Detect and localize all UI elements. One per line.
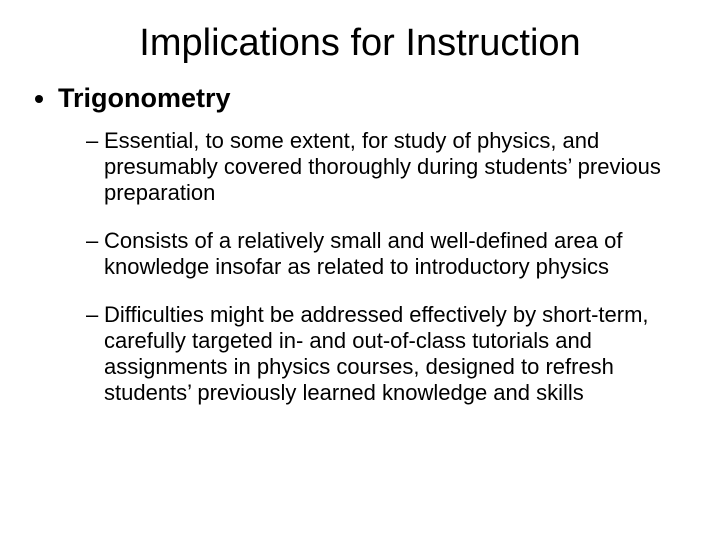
bullet-list-level1: Trigonometry Essential, to some extent, … — [36, 83, 680, 406]
bullet-list-level2: Essential, to some extent, for study of … — [58, 128, 680, 406]
bullet-level2-item: Difficulties might be addressed effectiv… — [86, 302, 680, 406]
bullet-level2-text: Difficulties might be addressed effectiv… — [104, 302, 649, 405]
bullet-level2-text: Consists of a relatively small and well-… — [104, 228, 622, 279]
slide: Implications for Instruction Trigonometr… — [0, 0, 720, 540]
bullet-level2-text: Essential, to some extent, for study of … — [104, 128, 661, 205]
slide-title: Implications for Instruction — [0, 0, 720, 83]
slide-body: Trigonometry Essential, to some extent, … — [0, 83, 720, 406]
bullet-level2-item: Consists of a relatively small and well-… — [86, 228, 680, 280]
bullet-level2-item: Essential, to some extent, for study of … — [86, 128, 680, 206]
bullet-level1-item: Trigonometry Essential, to some extent, … — [58, 83, 680, 406]
bullet-level1-text: Trigonometry — [58, 83, 231, 113]
